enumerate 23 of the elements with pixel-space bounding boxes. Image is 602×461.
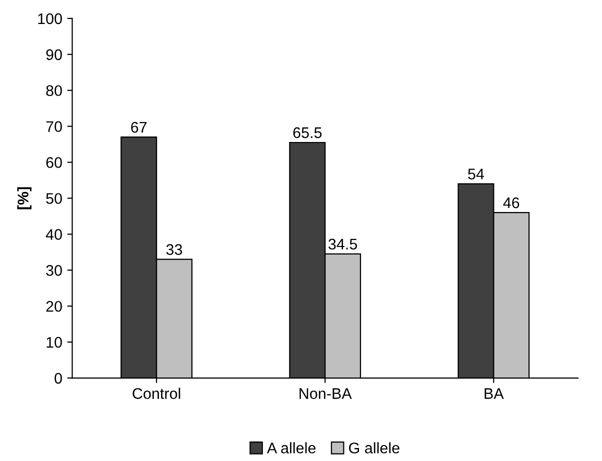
y-tick-label: 20 [46, 300, 62, 312]
data-label: 54 [468, 168, 484, 180]
x-tick-label: BA [484, 388, 504, 399]
y-tick-label: 0 [54, 372, 62, 384]
y-tick-label: 10 [46, 336, 62, 348]
y-tick-label: 80 [46, 85, 62, 96]
data-label: 65.5 [293, 127, 322, 138]
data-label: 34.5 [328, 238, 358, 250]
data-label: 67 [131, 122, 147, 133]
data-label: 33 [166, 244, 182, 255]
legend-label: G allele [349, 442, 400, 454]
x-tick-label: Control [132, 388, 180, 399]
y-tick-label: 100 [38, 13, 62, 24]
y-tick-label: 30 [46, 265, 62, 276]
y-axis-title: [%] [17, 187, 32, 210]
y-tick-label: 50 [46, 193, 62, 204]
y-tick-label: 90 [46, 49, 62, 60]
legend-label: A allele [266, 442, 316, 454]
y-tick-label: 40 [46, 229, 62, 240]
y-tick-label: 60 [46, 157, 62, 168]
data-label: 46 [503, 197, 520, 208]
y-tick-label: 70 [46, 121, 62, 132]
x-tick-label: Non-BA [300, 388, 352, 399]
